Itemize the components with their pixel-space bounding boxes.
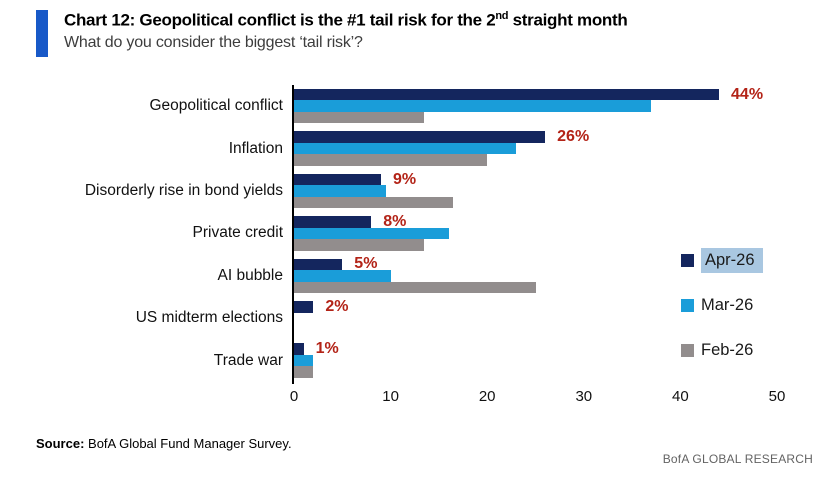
bofa-global-research-brand: BofA GLOBAL RESEARCH bbox=[662, 452, 813, 466]
category-label: Private credit bbox=[192, 224, 283, 242]
category-label: US midterm elections bbox=[135, 309, 283, 327]
data-label: 5% bbox=[354, 255, 378, 273]
bar-mar-26 bbox=[294, 354, 314, 367]
bar-apr-26: 26% bbox=[294, 128, 589, 145]
category-label: AI bubble bbox=[217, 266, 284, 284]
x-tick-label: 20 bbox=[478, 388, 496, 405]
legend-label-apr-26: Apr-26 bbox=[701, 247, 763, 273]
bar-feb-26 bbox=[294, 154, 488, 166]
data-label: 44% bbox=[731, 85, 764, 103]
chart-title-superscript: nd bbox=[495, 10, 509, 22]
bar-group: 1% bbox=[294, 340, 777, 382]
bar-feb-26 bbox=[294, 366, 314, 378]
bar-mar-26 bbox=[294, 185, 386, 197]
legend-item-feb-26: Feb-26 bbox=[681, 337, 763, 363]
category-label: Inflation bbox=[228, 139, 283, 157]
bar-group: 5% bbox=[294, 255, 777, 297]
x-axis-ticks: 0 10 20 30 40 50 bbox=[290, 388, 786, 408]
bar-apr-26: 44% bbox=[294, 86, 763, 103]
data-label: 8% bbox=[383, 212, 407, 230]
data-label: 1% bbox=[315, 340, 339, 358]
bar-feb-26 bbox=[294, 111, 425, 124]
bar-apr-26: 8% bbox=[294, 213, 406, 230]
bar-feb-26 bbox=[294, 239, 425, 251]
source-note: Source: BofA Global Fund Manager Survey. bbox=[36, 436, 292, 451]
legend: Apr-26 Mar-26 Feb-26 bbox=[681, 247, 763, 382]
bar-group: 26% bbox=[294, 127, 777, 169]
legend-item-mar-26: Mar-26 bbox=[681, 292, 763, 318]
x-tick-label: 50 bbox=[768, 388, 786, 405]
legend-item-apr-26: Apr-26 bbox=[681, 247, 763, 273]
data-label: 9% bbox=[392, 170, 417, 188]
source-text: BofA Global Fund Manager Survey. bbox=[84, 436, 292, 451]
bar-apr-26: 1% bbox=[294, 340, 339, 357]
x-tick-label: 0 bbox=[289, 388, 299, 405]
plot-area: 44% 26% 9% 8% 5% 2% 1% bbox=[294, 85, 777, 382]
category-label: Disorderly rise in bond yields bbox=[84, 182, 283, 200]
legend-label-feb-26: Feb-26 bbox=[701, 340, 754, 359]
x-tick-label: 10 bbox=[382, 388, 399, 405]
bar-feb-26 bbox=[294, 281, 536, 294]
bar-group: 44% bbox=[294, 85, 777, 127]
category-label: Trade war bbox=[213, 351, 283, 369]
chart-subtitle: What do you consider the biggest ‘tail r… bbox=[64, 34, 363, 51]
legend-swatch-apr-26 bbox=[681, 253, 694, 267]
bar-group: 9% bbox=[294, 170, 777, 212]
bar-mar-26 bbox=[294, 100, 652, 112]
bar-mar-26 bbox=[294, 227, 449, 240]
category-labels: Geopolitical conflict Inflation Disorderly… bbox=[0, 85, 283, 382]
x-tick-label: 30 bbox=[575, 388, 593, 405]
chart-title-text: Chart 12: Geopolitical conflict is the #… bbox=[64, 10, 496, 30]
legend-swatch-feb-26 bbox=[681, 343, 694, 357]
y-axis-line bbox=[292, 85, 294, 384]
bar-apr-26: 2% bbox=[294, 298, 348, 315]
bar-feb-26 bbox=[294, 196, 454, 209]
bar-apr-26: 9% bbox=[294, 171, 416, 188]
bar-group: 2% bbox=[294, 297, 777, 339]
title-accent-bar bbox=[36, 10, 48, 57]
source-label: Source: bbox=[36, 436, 85, 451]
legend-swatch-mar-26 bbox=[681, 298, 694, 312]
data-label: 2% bbox=[325, 297, 349, 315]
category-label: Geopolitical conflict bbox=[149, 97, 283, 115]
x-tick-label: 40 bbox=[672, 388, 689, 405]
bar-apr-26: 5% bbox=[294, 255, 377, 272]
data-label: 26% bbox=[557, 128, 590, 146]
chart-title-suffix: straight month bbox=[508, 10, 628, 30]
bar-group: 8% bbox=[294, 212, 777, 254]
bar-mar-26 bbox=[294, 142, 517, 155]
bar-mar-26 bbox=[294, 270, 391, 282]
chart-title: Chart 12: Geopolitical conflict is the #… bbox=[64, 10, 628, 31]
legend-label-mar-26: Mar-26 bbox=[701, 295, 754, 314]
